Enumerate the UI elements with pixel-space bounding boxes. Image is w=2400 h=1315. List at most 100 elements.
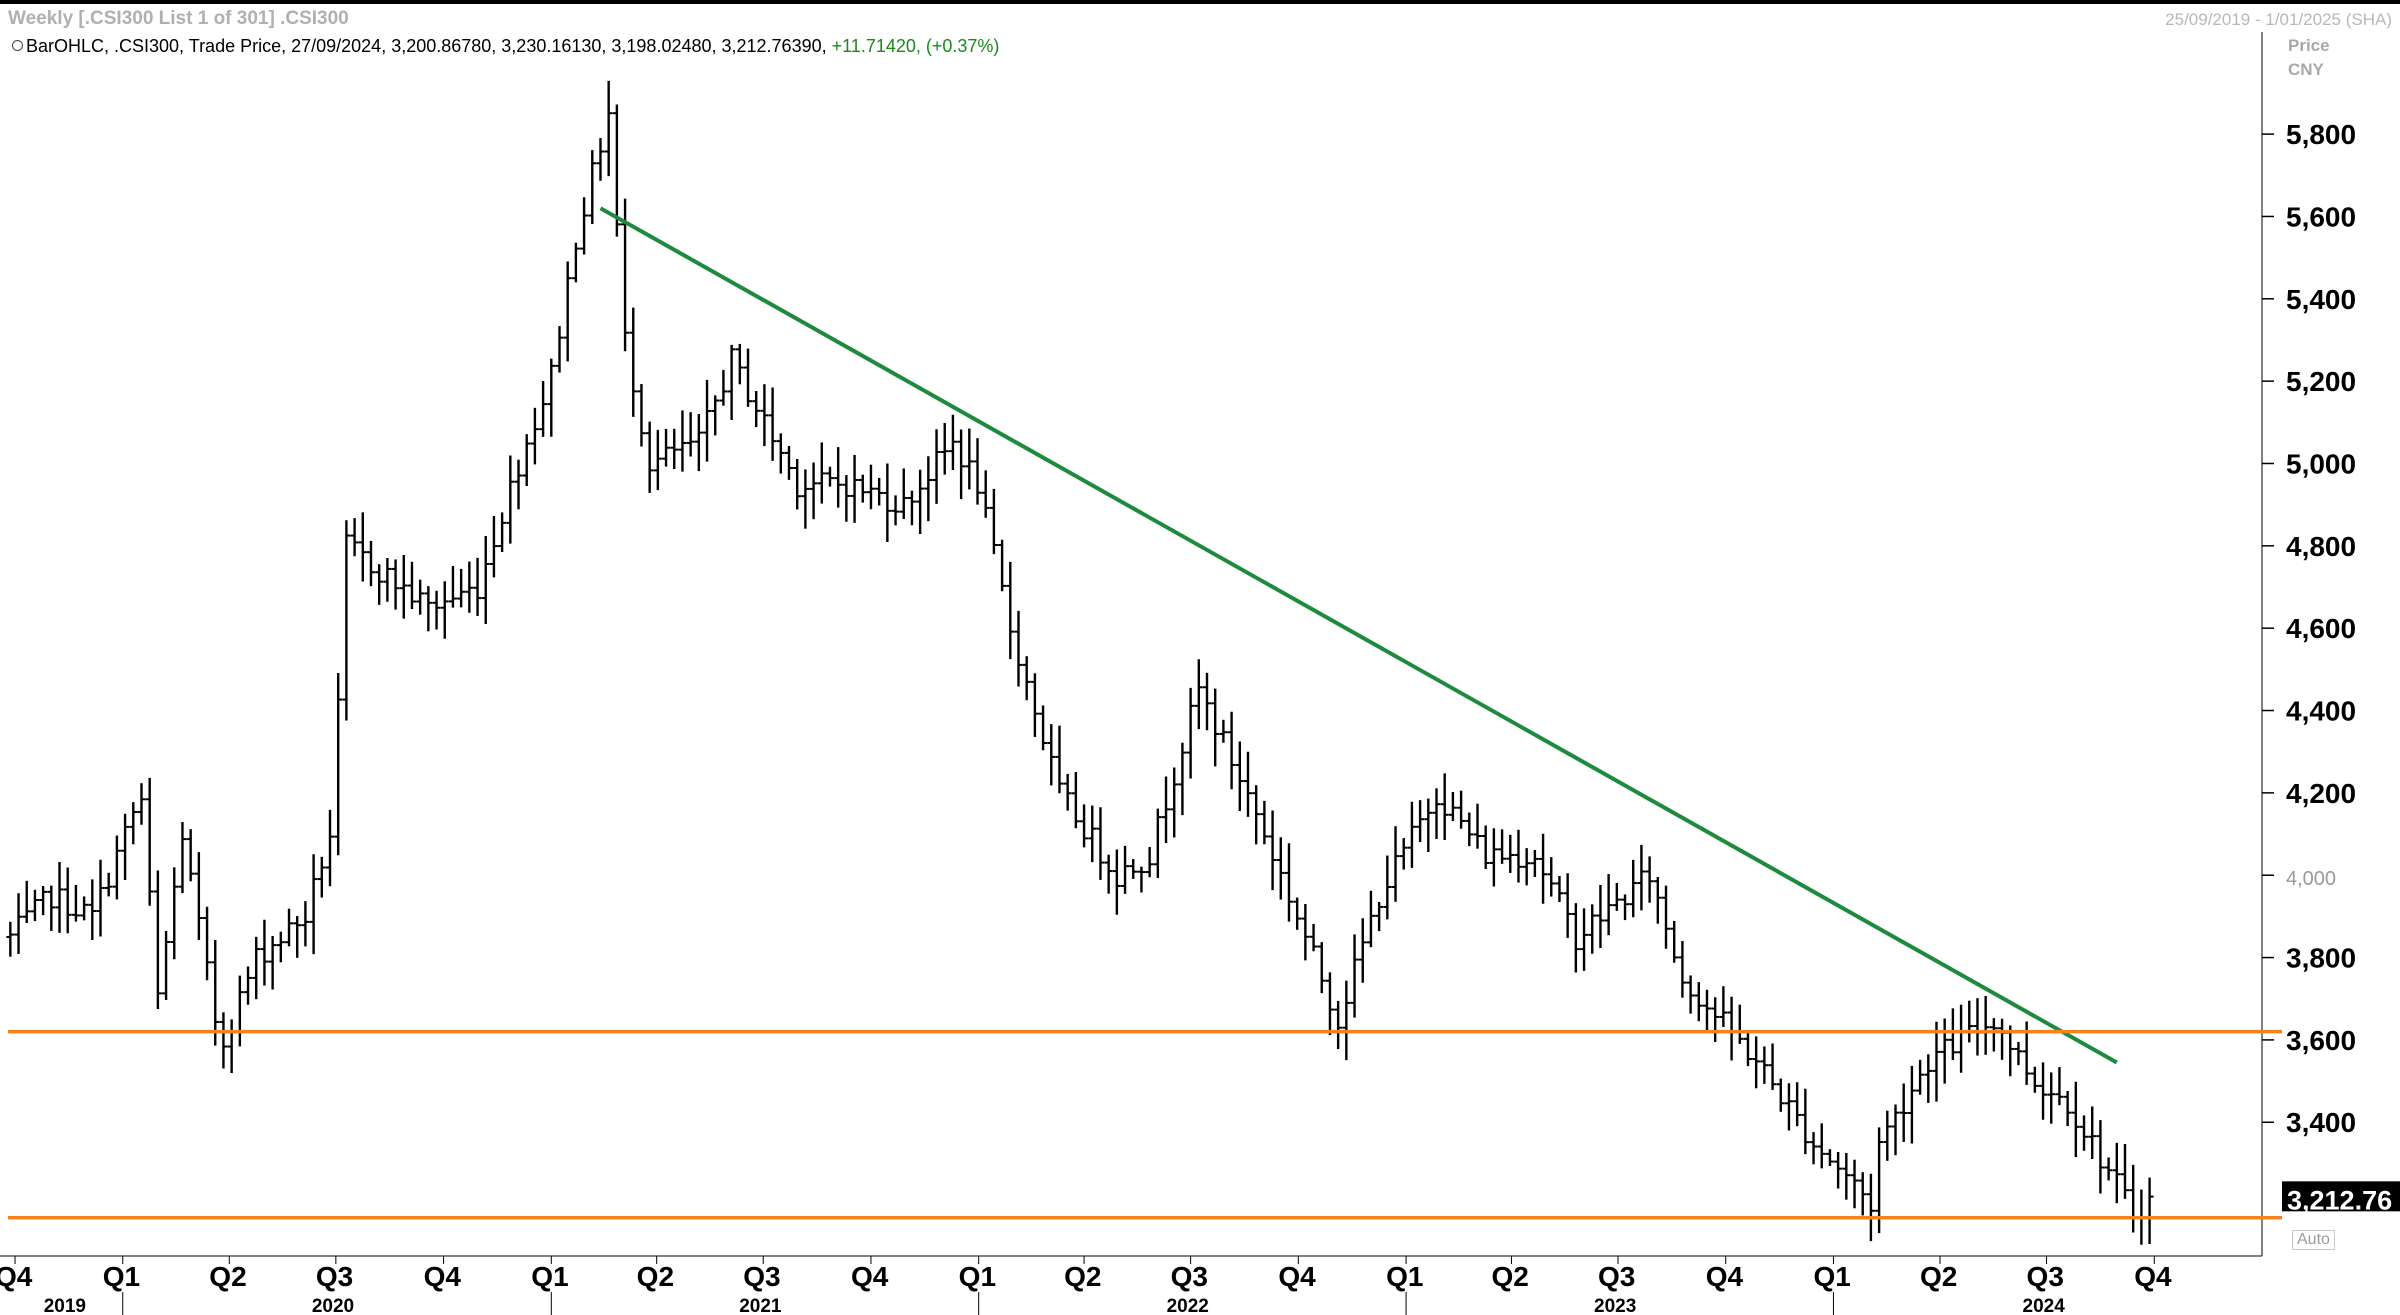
ohlc-bar bbox=[817, 442, 826, 504]
ohlc-bar bbox=[1391, 826, 1400, 902]
ohlc-bar bbox=[784, 446, 793, 480]
ohlc-bar bbox=[1383, 855, 1392, 920]
ohlc-bar bbox=[948, 414, 957, 471]
ohlc-bar bbox=[2071, 1081, 2080, 1158]
ohlc-bar bbox=[1760, 1046, 1769, 1084]
quarter-label: Q2 bbox=[1920, 1261, 1957, 1292]
ohlc-bar bbox=[1121, 845, 1130, 894]
ohlc-bar bbox=[1153, 808, 1162, 879]
ohlc-bar bbox=[1817, 1123, 1826, 1169]
ohlc-bar bbox=[1924, 1054, 1933, 1103]
ohlc-bar bbox=[1662, 885, 1671, 949]
ohlc-bar bbox=[1678, 941, 1687, 998]
ohlc-bar bbox=[1243, 751, 1252, 817]
ohlc-bar bbox=[465, 561, 474, 613]
ohlc-bar bbox=[1514, 829, 1523, 883]
ohlc-bar bbox=[80, 896, 89, 921]
ohlc-bar bbox=[793, 458, 802, 510]
ohlc-bar bbox=[1088, 805, 1097, 863]
ohlc-bar bbox=[1571, 903, 1580, 973]
ohlc-bar bbox=[96, 859, 105, 937]
price-tick-label: 4,200 bbox=[2286, 778, 2356, 809]
ohlc-bar bbox=[1498, 829, 1507, 864]
ohlc-bar bbox=[678, 410, 687, 472]
ohlc-bar bbox=[1039, 705, 1048, 751]
ohlc-bar bbox=[1219, 719, 1228, 743]
ohlc-bar bbox=[1998, 1018, 2007, 1060]
ohlc-bar bbox=[268, 935, 277, 990]
ohlc-bar bbox=[998, 539, 1007, 592]
ohlc-bar bbox=[1096, 807, 1105, 880]
quarter-label: Q1 bbox=[959, 1261, 996, 1292]
ohlc-bar bbox=[39, 886, 48, 916]
ohlc-bar bbox=[1825, 1149, 1834, 1166]
ohlc-bar bbox=[842, 475, 851, 522]
ohlc-bar bbox=[1342, 980, 1351, 1061]
ohlc-bar bbox=[1260, 800, 1269, 845]
ohlc-bar bbox=[1416, 800, 1425, 843]
ohlc-bar bbox=[137, 783, 146, 825]
ohlc-bar bbox=[1334, 1000, 1343, 1050]
title-bar: Weekly [.CSI300 List 1 of 301] .CSI300 2… bbox=[0, 0, 2400, 32]
ohlc-bar bbox=[1891, 1104, 1900, 1156]
chart-title: Weekly [.CSI300 List 1 of 301] .CSI300 bbox=[8, 8, 349, 29]
ohlc-bar bbox=[2145, 1177, 2154, 1244]
series-toggle-icon[interactable] bbox=[12, 40, 23, 51]
ohlc-bar bbox=[1284, 843, 1293, 922]
ohlc-bar bbox=[1612, 882, 1621, 911]
legend-values: BarOHLC, .CSI300, Trade Price, 27/09/202… bbox=[26, 36, 827, 56]
ohlc-bar bbox=[432, 590, 441, 630]
ohlc-bar bbox=[22, 880, 31, 923]
last-price-label: 3,212.76 bbox=[2287, 1185, 2392, 1215]
ohlc-legend: BarOHLC, .CSI300, Trade Price, 27/09/202… bbox=[12, 36, 999, 57]
ohlc-bar bbox=[1670, 920, 1679, 963]
ohlc-bar bbox=[326, 809, 334, 887]
last-price-box bbox=[2282, 1181, 2400, 1212]
quarter-label: Q4 bbox=[851, 1261, 889, 1292]
ohlc-bar bbox=[235, 975, 244, 1047]
ohlc-bar bbox=[211, 940, 220, 1046]
ohlc-bar bbox=[2047, 1072, 2056, 1124]
price-tick-label: 5,000 bbox=[2286, 448, 2356, 479]
ohlc-bar bbox=[162, 931, 171, 1000]
ohlc-bar bbox=[883, 463, 892, 542]
ohlc-bar bbox=[1170, 767, 1179, 838]
quarter-label: Q1 bbox=[103, 1261, 140, 1292]
ohlc-bar bbox=[801, 469, 810, 529]
ohlc-bar bbox=[850, 454, 859, 523]
ohlc-bar bbox=[596, 138, 605, 181]
ohlc-bar bbox=[1268, 810, 1277, 891]
ohlc-bar bbox=[1702, 989, 1711, 1033]
price-tick-label: 4,000 bbox=[2286, 868, 2336, 890]
price-tick-label: 3,600 bbox=[2286, 1025, 2356, 1056]
ohlc-bar bbox=[448, 566, 457, 608]
currency-axis-title: CNY bbox=[2288, 60, 2324, 79]
quarter-label: Q4 bbox=[1278, 1261, 1316, 1292]
ohlc-bar bbox=[489, 516, 498, 578]
ohlc-bar bbox=[514, 459, 523, 510]
price-tick-label: 5,600 bbox=[2286, 201, 2356, 232]
ohlc-bar bbox=[1252, 785, 1261, 845]
ohlc-bar bbox=[768, 387, 777, 461]
ohlc-bar bbox=[834, 447, 843, 508]
ohlc-bar bbox=[965, 428, 974, 490]
price-tick-label: 4,400 bbox=[2286, 696, 2356, 727]
ohlc-bar bbox=[1866, 1173, 1875, 1242]
ohlc-bar bbox=[30, 889, 39, 922]
ohlc-bar bbox=[719, 369, 728, 406]
ohlc-bar bbox=[1489, 828, 1498, 887]
ohlc-bar bbox=[498, 512, 507, 553]
ohlc-bar bbox=[2014, 1041, 2023, 1066]
ohlc-bar bbox=[244, 966, 253, 1005]
ohlc-bar bbox=[1793, 1082, 1802, 1127]
ohlc-bar bbox=[1047, 724, 1056, 786]
ohlc-bar bbox=[1317, 942, 1326, 994]
ohlc-bar bbox=[612, 104, 621, 237]
quarter-label: Q1 bbox=[531, 1261, 568, 1292]
ohlc-bar bbox=[2096, 1120, 2105, 1194]
ohlc-bar bbox=[1030, 673, 1039, 737]
ohlc-bar bbox=[481, 536, 490, 624]
auto-scale-button[interactable]: Auto bbox=[2292, 1230, 2335, 1250]
